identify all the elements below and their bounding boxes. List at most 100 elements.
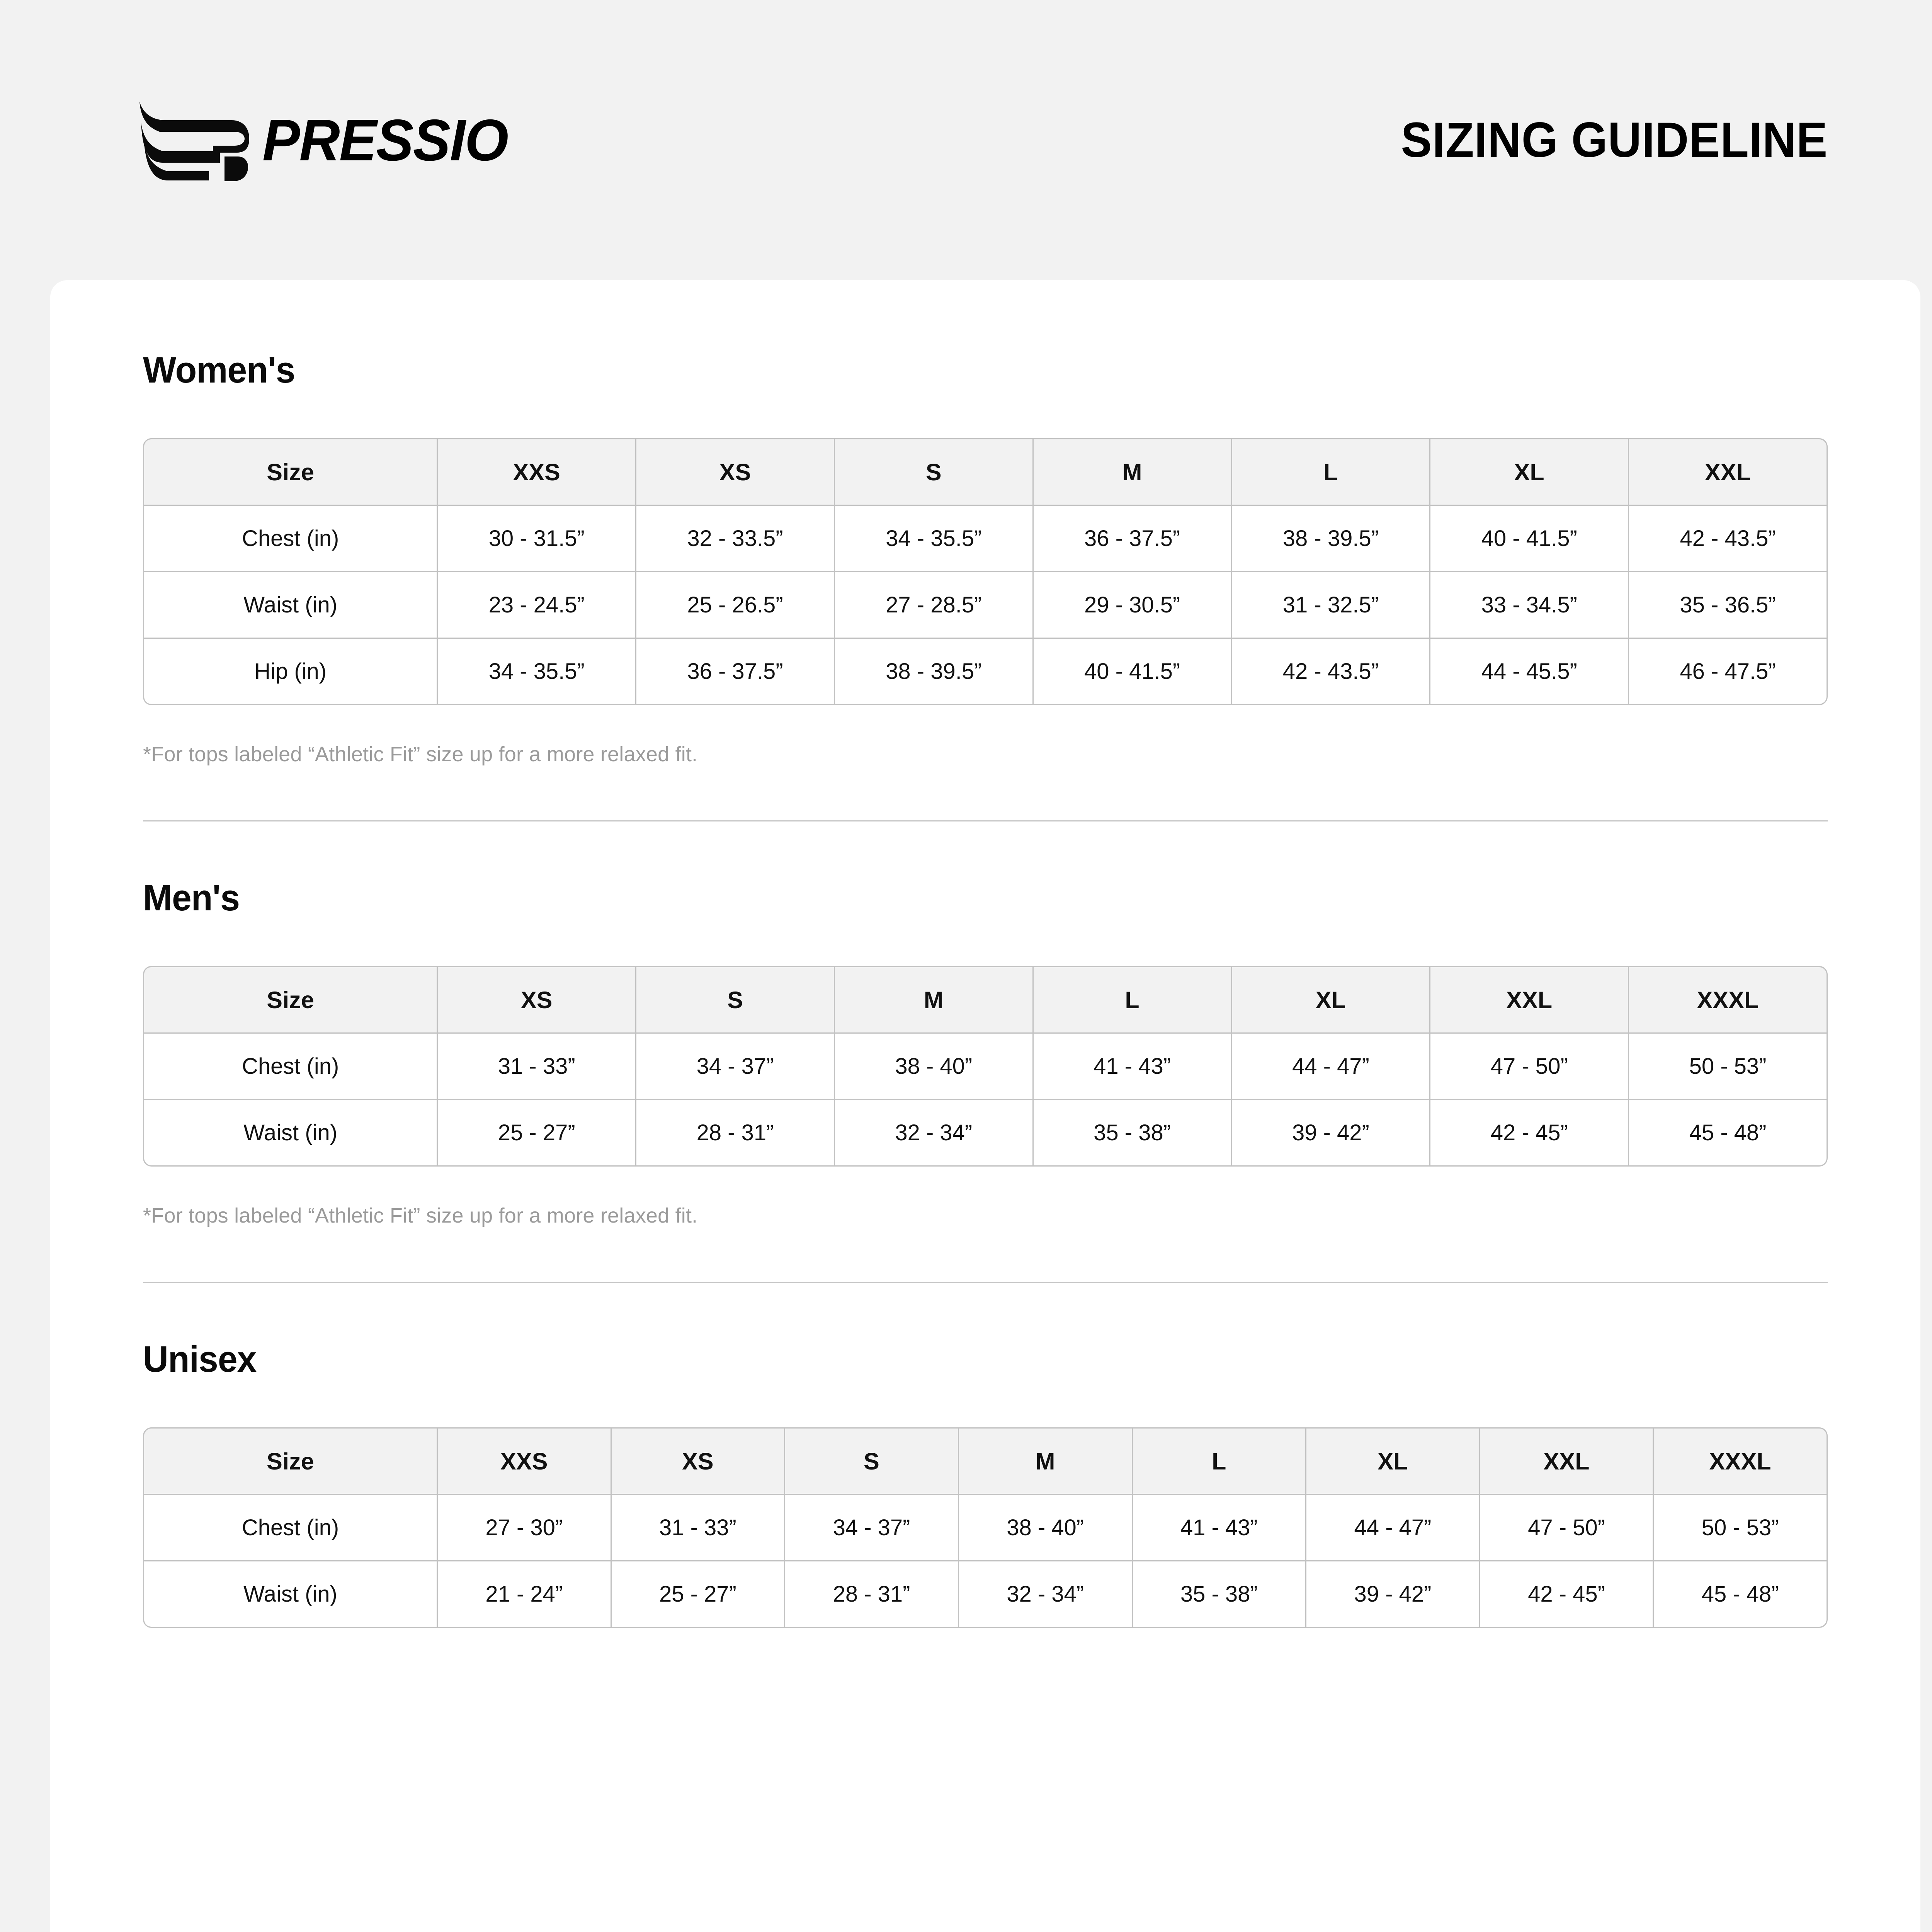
- measurement-cell: 35 - 36.5”: [1629, 572, 1828, 639]
- row-label: Chest (in): [143, 506, 438, 572]
- table-row: Hip (in) 34 - 35.5” 36 - 37.5” 38 - 39.5” 40…: [143, 639, 1828, 705]
- measurement-cell: 28 - 31”: [636, 1100, 835, 1167]
- column-header-s: S: [835, 438, 1034, 506]
- measurement-cell: 35 - 38”: [1033, 1100, 1232, 1167]
- column-header-xxl: XXL: [1480, 1427, 1654, 1495]
- row-label: Chest (in): [143, 1495, 438, 1561]
- measurement-cell: 35 - 38”: [1133, 1561, 1307, 1628]
- column-header-l: L: [1133, 1427, 1307, 1495]
- column-header-xl: XL: [1430, 438, 1629, 506]
- measurement-cell: 34 - 37”: [636, 1034, 835, 1100]
- measurement-cell: 45 - 48”: [1654, 1561, 1828, 1628]
- column-header-xxs: XXS: [438, 438, 637, 506]
- measurement-cell: 44 - 47”: [1306, 1495, 1480, 1561]
- column-header-m: M: [835, 966, 1034, 1034]
- column-header-xl: XL: [1306, 1427, 1480, 1495]
- measurement-cell: 31 - 33”: [611, 1495, 786, 1561]
- column-header-size: Size: [143, 966, 438, 1034]
- measurement-cell: 32 - 34”: [959, 1561, 1133, 1628]
- column-header-xs: XS: [611, 1427, 786, 1495]
- measurement-cell: 25 - 27”: [611, 1561, 786, 1628]
- column-header-m: M: [1033, 438, 1232, 506]
- table-row: Chest (in) 31 - 33” 34 - 37” 38 - 40” 41 - 4…: [143, 1034, 1828, 1100]
- measurement-cell: 28 - 31”: [785, 1561, 959, 1628]
- measurement-cell: 50 - 53”: [1629, 1034, 1828, 1100]
- measurement-cell: 32 - 33.5”: [636, 506, 835, 572]
- measurement-cell: 45 - 48”: [1629, 1100, 1828, 1167]
- page-header: PRESSIO SIZING GUIDELINE: [0, 0, 1932, 280]
- measurement-cell: 27 - 30”: [438, 1495, 612, 1561]
- measurement-cell: 21 - 24”: [438, 1561, 612, 1628]
- measurement-cell: 39 - 42”: [1232, 1100, 1431, 1167]
- measurement-cell: 27 - 28.5”: [835, 572, 1034, 639]
- section-divider: [143, 820, 1828, 821]
- section-footnote-mens: *For tops labeled “Athletic Fit” size up…: [143, 1204, 698, 1227]
- table-row: Waist (in) 25 - 27” 28 - 31” 32 - 34” 35 - 3…: [143, 1100, 1828, 1167]
- table-row: Waist (in) 23 - 24.5” 25 - 26.5” 27 - 28.5”…: [143, 572, 1828, 639]
- column-header-xs: XS: [636, 438, 835, 506]
- measurement-cell: 25 - 26.5”: [636, 572, 835, 639]
- measurement-cell: 36 - 37.5”: [636, 639, 835, 705]
- measurement-cell: 40 - 41.5”: [1430, 506, 1629, 572]
- column-header-xxl: XXL: [1629, 438, 1828, 506]
- row-label: Hip (in): [143, 639, 438, 705]
- page-title: SIZING GUIDELINE: [1401, 112, 1828, 168]
- table-header-row: Size XS S M L XL XXL XXXL: [143, 966, 1828, 1034]
- column-header-size: Size: [143, 438, 438, 506]
- measurement-cell: 50 - 53”: [1654, 1495, 1828, 1561]
- column-header-l: L: [1033, 966, 1232, 1034]
- measurement-cell: 29 - 30.5”: [1033, 572, 1232, 639]
- measurement-cell: 42 - 43.5”: [1629, 506, 1828, 572]
- measurement-cell: 47 - 50”: [1430, 1034, 1629, 1100]
- measurement-cell: 41 - 43”: [1033, 1034, 1232, 1100]
- measurement-cell: 33 - 34.5”: [1430, 572, 1629, 639]
- measurement-cell: 47 - 50”: [1480, 1495, 1654, 1561]
- measurement-cell: 23 - 24.5”: [438, 572, 637, 639]
- column-header-xxxl: XXXL: [1654, 1427, 1828, 1495]
- table-row: Waist (in) 21 - 24” 25 - 27” 28 - 31” 32 - 3…: [143, 1561, 1828, 1628]
- measurement-cell: 34 - 35.5”: [438, 639, 637, 705]
- measurement-cell: 38 - 39.5”: [835, 639, 1034, 705]
- column-header-m: M: [959, 1427, 1133, 1495]
- measurement-cell: 42 - 45”: [1480, 1561, 1654, 1628]
- measurement-cell: 39 - 42”: [1306, 1561, 1480, 1628]
- row-label: Waist (in): [143, 1100, 438, 1167]
- section-footnote-womens: *For tops labeled “Athletic Fit” size up…: [143, 743, 698, 766]
- table-row: Chest (in) 27 - 30” 31 - 33” 34 - 37” 38 - 4…: [143, 1495, 1828, 1561]
- table-row: Chest (in) 30 - 31.5” 32 - 33.5” 34 - 35.5”…: [143, 506, 1828, 572]
- row-label: Waist (in): [143, 572, 438, 639]
- section-title-womens: Women's: [143, 349, 295, 391]
- column-header-xs: XS: [438, 966, 637, 1034]
- row-label: Chest (in): [143, 1034, 438, 1100]
- card-inner: Women's Size XXS XS S M L XL XXL Chest (in) 30 - 3…: [50, 280, 1920, 1628]
- column-header-xxl: XXL: [1430, 966, 1629, 1034]
- section-title-mens: Men's: [143, 877, 240, 918]
- measurement-cell: 42 - 45”: [1430, 1100, 1629, 1167]
- table-header-row: Size XXS XS S M L XL XXL: [143, 438, 1828, 506]
- content-card: Women's Size XXS XS S M L XL XXL Chest (in) 30 - 3…: [50, 280, 1920, 1932]
- row-label: Waist (in): [143, 1561, 438, 1628]
- measurement-cell: 41 - 43”: [1133, 1495, 1307, 1561]
- measurement-cell: 31 - 33”: [438, 1034, 637, 1100]
- column-header-s: S: [636, 966, 835, 1034]
- column-header-xxxl: XXXL: [1629, 966, 1828, 1034]
- size-table-mens: Size XS S M L XL XXL XXXL Chest (in) 31 - 33” 34 -…: [143, 966, 1828, 1167]
- measurement-cell: 42 - 43.5”: [1232, 639, 1431, 705]
- measurement-cell: 38 - 40”: [959, 1495, 1133, 1561]
- column-header-s: S: [785, 1427, 959, 1495]
- brand-lockup: PRESSIO: [137, 99, 518, 182]
- section-divider: [143, 1282, 1828, 1283]
- measurement-cell: 34 - 37”: [785, 1495, 959, 1561]
- measurement-cell: 38 - 40”: [835, 1034, 1034, 1100]
- size-table-unisex: Size XXS XS S M L XL XXL XXXL Chest (in) 27 - 30” 3…: [143, 1427, 1828, 1628]
- column-header-l: L: [1232, 438, 1431, 506]
- measurement-cell: 38 - 39.5”: [1232, 506, 1431, 572]
- measurement-cell: 32 - 34”: [835, 1100, 1034, 1167]
- measurement-cell: 31 - 32.5”: [1232, 572, 1431, 639]
- column-header-xxs: XXS: [438, 1427, 612, 1495]
- measurement-cell: 44 - 47”: [1232, 1034, 1431, 1100]
- section-mens: Men's Size XS S M L XL XXL XXXL Chest (in) 31 - 33…: [143, 879, 1828, 1228]
- measurement-cell: 44 - 45.5”: [1430, 639, 1629, 705]
- size-table-womens: Size XXS XS S M L XL XXL Chest (in) 30 - 31.5” 32 …: [143, 438, 1828, 705]
